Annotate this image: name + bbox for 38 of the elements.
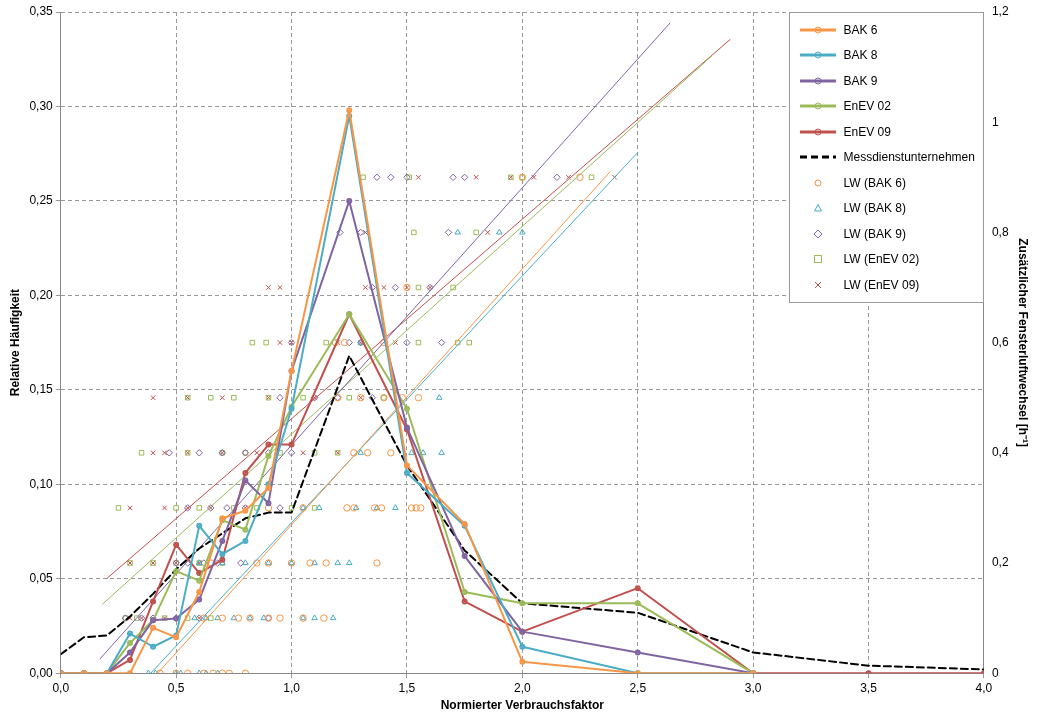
y2-tick-label: 0,4 bbox=[991, 445, 1009, 460]
y-axis-title: Relative Häufigkeit bbox=[7, 288, 22, 397]
y-tick-label: 0,10 bbox=[29, 476, 54, 491]
x-tick-label: 0,5 bbox=[167, 680, 185, 695]
legend-label: BAK 9 bbox=[843, 73, 878, 88]
x-tick-label: 2,0 bbox=[513, 680, 531, 695]
y-tick-label: 0,00 bbox=[29, 665, 54, 680]
x-axis-title: Normierter Verbrauchsfaktor bbox=[440, 698, 605, 713]
x-tick-label: 1,5 bbox=[398, 680, 416, 695]
x-tick-label: 3,5 bbox=[860, 680, 878, 695]
y2-tick-label: 1,2 bbox=[991, 4, 1009, 19]
x-tick-label: 0,0 bbox=[52, 680, 70, 695]
x-tick-label: 4,0 bbox=[975, 680, 993, 695]
y2-axis-title: Zusätzlicher Fensterluftwechsel [h⁻¹] bbox=[1016, 238, 1031, 447]
y-tick-label: 0,30 bbox=[29, 98, 54, 113]
legend-label: EnEV 09 bbox=[843, 124, 891, 139]
y2-tick-label: 0,6 bbox=[991, 334, 1009, 349]
legend-label: LW (EnEV 02) bbox=[843, 252, 920, 267]
legend-label: LW (BAK 9) bbox=[843, 226, 906, 241]
y2-tick-label: 0,8 bbox=[991, 224, 1009, 239]
y-tick-label: 0,35 bbox=[29, 4, 54, 19]
y-tick-label: 0,05 bbox=[29, 571, 54, 586]
y-tick-label: 0,15 bbox=[29, 382, 54, 397]
x-tick-label: 1,0 bbox=[283, 680, 301, 695]
y2-tick-label: 0,2 bbox=[991, 555, 1009, 570]
legend-label: EnEV 02 bbox=[843, 99, 891, 114]
legend-label: LW (BAK 6) bbox=[843, 175, 906, 190]
x-tick-label: 3,0 bbox=[744, 680, 762, 695]
y-tick-label: 0,25 bbox=[29, 193, 54, 208]
y-tick-label: 0,20 bbox=[29, 287, 54, 302]
y2-tick-label: 1 bbox=[991, 114, 999, 129]
legend-label: LW (EnEV 09) bbox=[843, 277, 920, 292]
legend-label: LW (BAK 8) bbox=[843, 201, 906, 216]
x-tick-label: 2,5 bbox=[629, 680, 647, 695]
y2-tick-label: 0 bbox=[991, 665, 999, 680]
legend-label: Messdienstunternehmen bbox=[843, 150, 975, 165]
legend-label: BAK 8 bbox=[843, 48, 878, 63]
legend-label: BAK 6 bbox=[843, 22, 878, 37]
